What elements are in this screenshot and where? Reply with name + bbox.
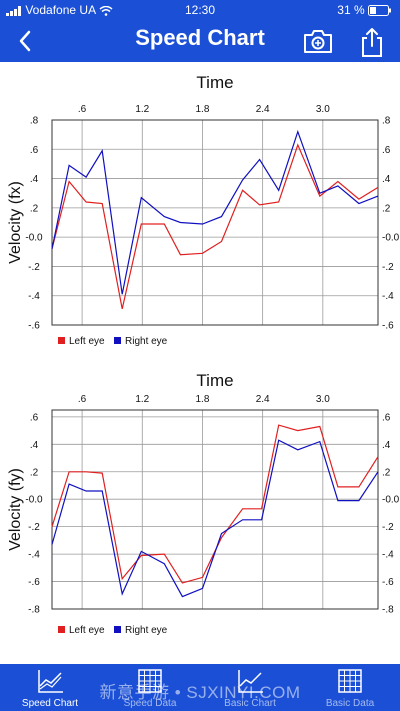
y-tick-label-right: -0.0: [382, 495, 400, 506]
y-tick-label-left: .4: [30, 440, 39, 451]
y-tick-label-right: .6: [382, 412, 391, 423]
grid-table-icon: [338, 669, 362, 693]
y-tick-label-left: -.2: [28, 522, 40, 533]
plot-frame: [51, 409, 379, 610]
y-tick-label-right: -.6: [382, 321, 394, 332]
y-tick-label-left: -0.0: [25, 233, 43, 244]
line-chart-icon: [238, 670, 263, 693]
camera-plus-icon[interactable]: [302, 26, 334, 56]
y-tick-label-right: .2: [382, 203, 391, 214]
legend-label: Right eye: [125, 336, 168, 347]
y-tick-label-left: -.4: [28, 550, 40, 561]
x-tick-label: 3.0: [316, 104, 330, 115]
y-tick-label-left: -.6: [28, 321, 40, 332]
tab-basic-chart[interactable]: Basic Chart: [200, 664, 300, 711]
tab-basic-data[interactable]: Basic Data: [300, 664, 400, 711]
chart-title: Time: [196, 73, 233, 92]
x-tick-label: 1.8: [196, 394, 210, 405]
y-tick-label-left: -.8: [28, 605, 40, 616]
x-tick-label: .6: [78, 394, 87, 405]
battery-group: 31 %: [337, 3, 392, 17]
x-tick-label: 2.4: [256, 104, 270, 115]
tab-speed-chart[interactable]: Speed Chart: [0, 664, 100, 711]
x-tick-label: 3.0: [316, 394, 330, 405]
y-tick-label-left: .8: [30, 116, 39, 127]
legend-label: Left eye: [69, 336, 105, 347]
y-tick-label-right: .4: [382, 174, 391, 185]
status-bar: Vodafone UA 12:30 31 %: [0, 0, 400, 20]
wifi-icon: [99, 5, 113, 16]
y-tick-label-right: -.2: [382, 262, 394, 273]
y-tick-label-left: .6: [30, 145, 39, 156]
tab-label: Basic Data: [325, 698, 375, 709]
grid-table-icon: [138, 669, 162, 693]
y-tick-label-left: -.2: [28, 262, 40, 273]
series-line-right-eye: [51, 129, 379, 295]
legend-swatch: [58, 337, 65, 344]
y-tick-label-right: -.2: [382, 522, 394, 533]
y-tick-label-right: .4: [382, 440, 391, 451]
x-tick-label: 2.4: [256, 394, 270, 405]
carrier-group: Vodafone UA: [6, 3, 113, 17]
y-tick-label-right: .2: [382, 467, 391, 478]
series-line-right-eye: [51, 439, 379, 598]
tab-label: Basic Chart: [224, 698, 276, 709]
x-tick-label: 1.2: [135, 104, 149, 115]
share-icon[interactable]: [359, 26, 385, 58]
y-axis-label: Velocity (fy): [7, 468, 24, 551]
y-tick-label-right: -.8: [382, 605, 394, 616]
y-tick-label-left: .6: [30, 412, 39, 423]
x-tick-label: .6: [78, 104, 87, 115]
carrier-label: Vodafone UA: [25, 3, 96, 17]
x-tick-label: 1.8: [196, 104, 210, 115]
y-tick-label-right: -.4: [382, 550, 394, 561]
velocity-fy-chart: Time .6 1.2 1.8 2.4 3.0 -.8 -.8 -.6 -.6 -.4 -.4 -.2 -…: [7, 371, 400, 636]
back-chevron-icon[interactable]: [14, 26, 36, 56]
tab-bar: Speed Chart Speed Data Basic Chart Basic…: [0, 664, 400, 711]
line-chart-icon: [38, 670, 63, 693]
tab-label: Speed Data: [123, 698, 177, 709]
tab-label: Speed Chart: [21, 698, 79, 709]
battery-icon: [368, 5, 391, 17]
clock: 12:30: [184, 3, 216, 17]
y-tick-label-right: -.6: [382, 577, 394, 588]
series-line-left-eye: [51, 424, 379, 584]
x-tick-label: 1.2: [135, 394, 149, 405]
battery-percent: 31 %: [337, 3, 365, 17]
signal-icon: [6, 5, 21, 16]
legend-label: Left eye: [69, 625, 105, 636]
y-tick-label-left: -.6: [28, 577, 40, 588]
legend-swatch: [114, 626, 121, 633]
y-tick-label-left: .2: [30, 467, 39, 478]
y-tick-label-right: -.4: [382, 291, 394, 302]
y-axis-label: Velocity (fx): [7, 181, 24, 264]
chart-title: Time: [196, 371, 233, 390]
plot-frame: [51, 119, 379, 326]
series-line-left-eye: [51, 143, 379, 310]
y-tick-label-right: .8: [382, 116, 391, 127]
legend-swatch: [114, 337, 121, 344]
y-tick-label-left: .2: [30, 203, 39, 214]
y-tick-label-right: -0.0: [382, 233, 400, 244]
y-tick-label-left: .4: [30, 174, 39, 185]
legend-label: Right eye: [125, 625, 168, 636]
y-tick-label-left: -0.0: [25, 495, 43, 506]
velocity-fx-chart: Time .6 1.2 1.8 2.4 3.0 -.6 -.6 -.4 -.4 -.2 -.2 -0.0…: [7, 73, 400, 347]
tab-speed-data[interactable]: Speed Data: [100, 664, 200, 711]
legend-swatch: [58, 626, 65, 633]
page-title: Speed Chart: [135, 25, 265, 50]
y-tick-label-left: -.4: [28, 291, 40, 302]
nav-bar: Speed Chart: [0, 20, 400, 62]
y-tick-label-right: .6: [382, 145, 391, 156]
